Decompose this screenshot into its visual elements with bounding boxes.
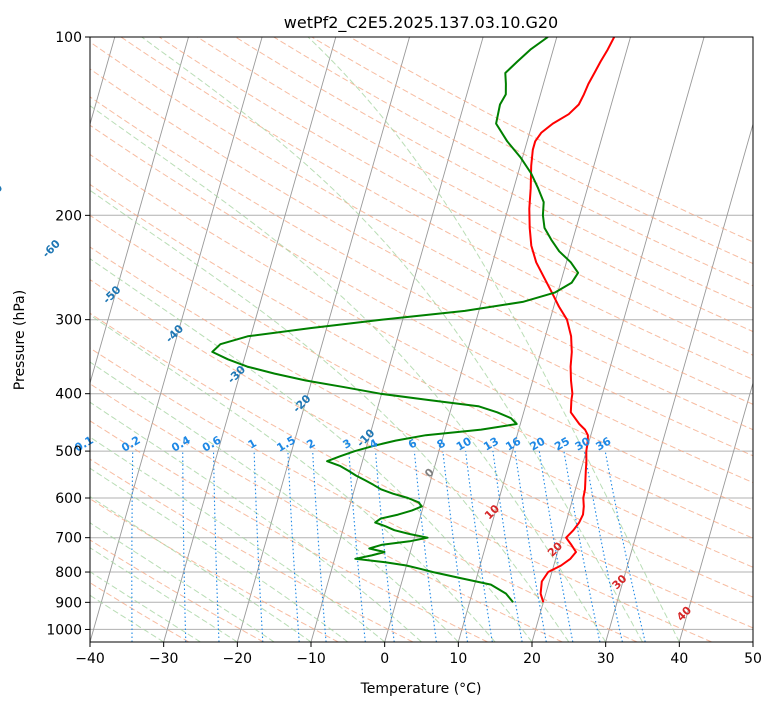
y-tick-label: 1000 [46,622,82,638]
x-tick-label: −10 [296,651,326,667]
chart-title: wetPf2_C2E5.2025.137.03.10.G20 [284,13,558,33]
dry-adiabat-line [120,37,753,380]
mixing-ratio-line [442,451,469,642]
isotherm-line [752,640,753,642]
mixing-ratio-line [538,451,574,642]
moist-adiabat-line [307,37,680,642]
dry-adiabat-line [349,37,753,243]
mixing-ratio-line [604,450,646,642]
y-tick-label: 500 [55,444,82,460]
mixing-ratio-line [413,451,437,642]
mixing-ratio-line [465,451,493,642]
isotherm-label: -70 [0,181,5,204]
mixing-ratio-line [348,451,366,642]
y-tick-label: 700 [55,531,82,547]
plot-frame [89,36,754,643]
axis-layer: −40 −30 −20 −10 0 10 20 30 40 50 100 200 300 400 500 60… [46,30,762,667]
y-tick-label: 900 [55,595,82,611]
mixing-ratio-line [82,451,86,642]
y-tick-label: 100 [55,30,82,46]
y-axis-label: Pressure (hPa) [12,290,28,390]
dry-adiabat-line [90,153,753,511]
y-tick-label: 600 [55,491,82,507]
isotherm-line [531,37,705,642]
x-tick-label: −30 [149,651,179,667]
dry-adiabat-line [90,41,753,405]
mixing-ratio-line [563,451,601,642]
x-tick-label: 50 [744,651,762,667]
series-layer [211,37,616,603]
dry-adiabat-line [90,68,753,431]
isotherm-line [605,122,753,642]
x-tick-label: 0 [380,651,389,667]
dry-adiabat-line [90,214,753,568]
dry-adiabat-line [90,279,753,629]
x-tick-label: 10 [449,651,467,667]
y-tick-label: 300 [55,313,82,329]
moist-adiabat-line [90,314,496,642]
dewpoint-line [211,37,580,603]
y-tick-label: 200 [55,208,82,224]
moist-adiabat-line [90,258,533,642]
isotherm-line [163,37,337,642]
moist-adiabat-line [90,401,422,642]
dry-adiabat-line [311,37,753,265]
isotherm-line [90,37,189,385]
temperature-line [528,37,616,603]
dry-adiabat-line [197,37,753,333]
isotherm-line [457,37,631,642]
moist-adiabat-line [90,436,386,642]
dry-adiabat-line [90,458,414,642]
dry-adiabat-line [158,37,753,356]
y-tick-label: 800 [55,565,82,581]
x-tick-label: −20 [223,651,253,667]
x-tick-label: 20 [523,651,541,667]
dry-adiabat-line [90,539,264,642]
x-tick-label: 30 [597,651,615,667]
dry-adiabat-line [90,347,638,642]
x-tick-label: 40 [670,651,688,667]
mixing-ratio-line [312,451,327,642]
plot-background [90,37,753,642]
mixing-ratio-line [374,451,395,642]
mixing-ratio-line [583,451,623,642]
mixing-ratio-line [492,451,523,642]
grid-layer [82,37,753,642]
moist-adiabat-line [90,105,607,642]
isotherm-line [236,37,410,642]
moist-adiabat-line [141,37,643,642]
dry-adiabat-line [90,183,753,539]
dry-adiabat-line [90,96,753,457]
moist-adiabat-line [90,189,570,642]
moist-adiabat-line [90,522,275,642]
x-axis-label: Temperature (°C) [360,681,482,697]
y-tick-label: 400 [55,387,82,403]
x-tick-label: −40 [75,651,105,667]
dry-adiabat-line [273,37,753,287]
dry-adiabat-line [90,383,563,642]
isotherm-label: -60 [40,237,63,260]
isotherm-line [678,381,753,642]
moist-adiabat-line [90,495,312,642]
